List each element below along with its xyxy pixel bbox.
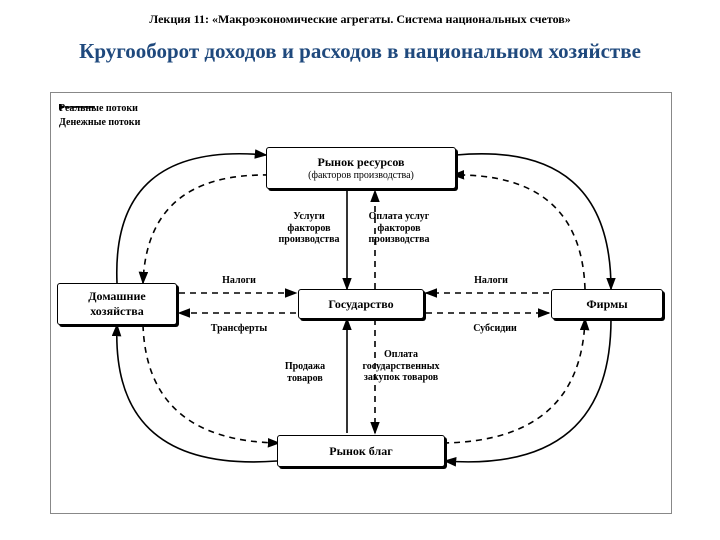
label-transfers: Трансферты bbox=[199, 323, 279, 335]
money-resources-to-hh bbox=[143, 175, 269, 283]
label-factor-services: Услугифакторовпроизводства bbox=[269, 211, 349, 246]
flow-hh-to-resources bbox=[117, 154, 266, 283]
node-households: Домашние хозяйства bbox=[57, 283, 177, 325]
label-taxes-right: Налоги bbox=[461, 275, 521, 287]
flow-resources-to-firms bbox=[456, 154, 611, 289]
node-firms: Фирмы bbox=[551, 289, 663, 319]
money-firms-to-resources bbox=[453, 175, 585, 289]
page-title: Кругооборот доходов и расходов в национа… bbox=[0, 39, 720, 64]
node-goods-label: Рынок благ bbox=[329, 444, 392, 459]
node-goods: Рынок благ bbox=[277, 435, 445, 467]
node-resources: Рынок ресурсов (факторов производства) bbox=[266, 147, 456, 189]
node-households-sublabel: хозяйства bbox=[90, 304, 143, 319]
node-government: Государство bbox=[298, 289, 424, 319]
label-factor-payment: Оплата услугфакторовпроизводства bbox=[353, 211, 445, 246]
money-hh-to-goods bbox=[143, 325, 279, 443]
page-header: Лекция 11: «Макроэкономические агрегаты.… bbox=[0, 0, 720, 27]
label-gov-purchase-pay: Оплатагосударственныхзакупок товаров bbox=[349, 349, 453, 384]
diagram-frame: Реальные потоки Денежные потоки bbox=[50, 92, 672, 514]
node-government-label: Государство bbox=[328, 297, 393, 312]
label-subsidies: Субсидии bbox=[459, 323, 531, 335]
label-goods-sale: Продажатоваров bbox=[273, 361, 337, 384]
money-goods-to-firms bbox=[443, 319, 585, 443]
flow-firms-to-goods bbox=[445, 319, 611, 462]
label-taxes-left: Налоги bbox=[209, 275, 269, 287]
node-resources-label: Рынок ресурсов bbox=[317, 155, 404, 170]
node-firms-label: Фирмы bbox=[586, 297, 627, 312]
node-households-label: Домашние bbox=[88, 289, 145, 304]
node-resources-sublabel: (факторов производства) bbox=[308, 170, 414, 181]
